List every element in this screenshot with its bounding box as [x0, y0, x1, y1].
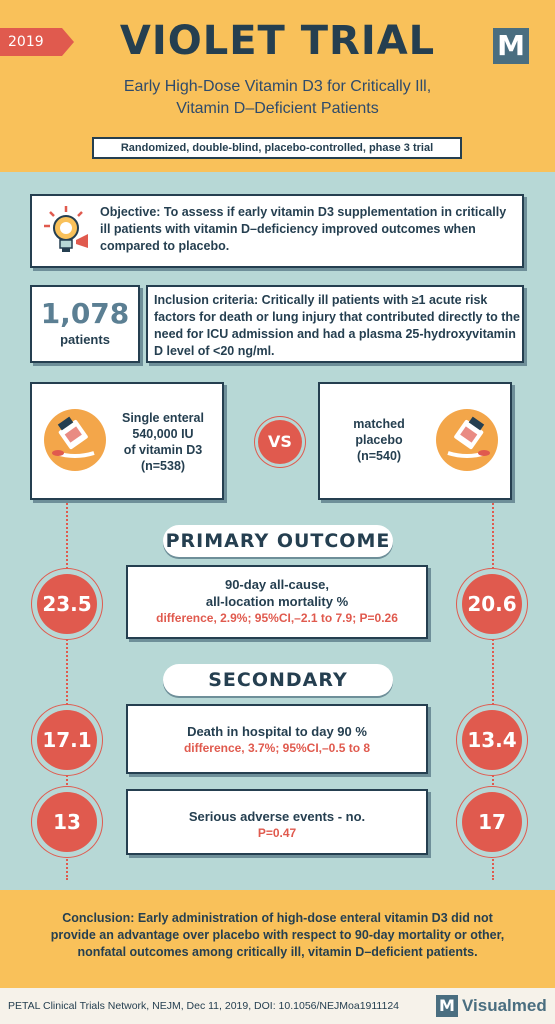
citation: PETAL Clinical Trials Network, NEJM, Dec…: [8, 1000, 400, 1012]
primary-stat: difference, 2.9%; 95%CI,–2.1 to 7.9; P=0…: [156, 611, 398, 625]
primary-right-value: 20.6: [462, 574, 522, 634]
secondary-outcome-box-1: Death in hospital to day 90 % difference…: [126, 704, 428, 774]
inclusion-box: Inclusion criteria: Critically ill patie…: [146, 285, 524, 363]
placebo-arm-text: matched placebo (n=540): [324, 416, 434, 464]
arm-left-line-4: (n=538): [140, 459, 186, 473]
left-connector-line: [66, 500, 68, 880]
footer: PETAL Clinical Trials Network, NEJM, Dec…: [0, 988, 555, 1024]
subtitle-line-1: Early High-Dose Vitamin D3 for Criticall…: [123, 78, 432, 95]
placebo-arm-box: matched placebo (n=540): [318, 382, 512, 500]
vitamin-d3-arm-text: Single enteral 540,000 IU of vitamin D3 …: [108, 410, 218, 474]
primary-outcome-box: 90-day all-cause, all-location mortality…: [126, 565, 428, 639]
secondary-1-title: Death in hospital to day 90 %: [187, 724, 367, 739]
trial-design-label: Randomized, double-blind, placebo-contro…: [92, 137, 462, 159]
vs-badge: VS: [258, 420, 302, 464]
visualmed-footer-logo-icon: M: [436, 995, 458, 1017]
secondary-2-stat: P=0.47: [257, 826, 297, 840]
medicine-bottle-spoon-icon: [436, 409, 498, 471]
lightbulb-icon: [44, 206, 88, 252]
subtitle: Early High-Dose Vitamin D3 for Criticall…: [0, 76, 555, 120]
objective-text: Objective: To assess if early vitamin D3…: [100, 205, 507, 253]
arm-left-line-1: Single enteral: [122, 411, 204, 425]
primary-outcome-header: PRIMARY OUTCOME: [163, 525, 393, 557]
secondary-outcome-box-2: Serious adverse events - no. P=0.47: [126, 789, 428, 855]
secondary-1-right-value: 13.4: [462, 710, 522, 770]
right-connector-line: [492, 500, 494, 880]
year-tab: 2019: [0, 28, 74, 56]
objective-box: Objective: To assess if early vitamin D3…: [30, 194, 524, 268]
secondary-outcome-header: SECONDARY OUTCOME: [163, 664, 393, 723]
arm-left-line-3: of vitamin D3: [123, 443, 203, 457]
arm-right-line-1: matched: [353, 417, 405, 431]
medicine-bottle-spoon-icon: [44, 409, 106, 471]
primary-title-line-1: 90-day all-cause,: [224, 577, 330, 592]
vitamin-d3-arm-box: Single enteral 540,000 IU of vitamin D3 …: [30, 382, 224, 500]
conclusion-text: Conclusion: Early administration of high…: [50, 911, 505, 959]
secondary-2-left-value: 13: [37, 792, 97, 852]
primary-title-line-2: all-location mortality %: [205, 594, 349, 609]
subtitle-line-2: Vitamin D–Deficient Patients: [176, 100, 379, 117]
patients-box: 1,078 patients: [30, 285, 140, 363]
secondary-1-stat: difference, 3.7%; 95%CI,–0.5 to 8: [183, 741, 371, 755]
visualmed-logo-icon: M: [493, 28, 529, 64]
patient-label: patients: [60, 332, 110, 347]
inclusion-text: Inclusion criteria: Critically ill patie…: [154, 293, 520, 358]
conclusion-panel: Conclusion: Early administration of high…: [0, 890, 555, 988]
header: 2019 VIOLET TRIAL M Early High-Dose Vita…: [0, 0, 555, 172]
primary-left-value: 23.5: [37, 574, 97, 634]
secondary-1-left-value: 17.1: [37, 710, 97, 770]
secondary-2-title: Serious adverse events - no.: [188, 809, 366, 824]
page-title: VIOLET TRIAL: [119, 18, 436, 64]
secondary-2-right-value: 17: [462, 792, 522, 852]
brand-name: Visualmed: [462, 996, 547, 1015]
arm-left-line-2: 540,000 IU: [132, 427, 194, 441]
patient-count: 1,078: [40, 297, 130, 330]
arm-right-line-3: (n=540): [356, 449, 402, 463]
arm-right-line-2: placebo: [355, 433, 403, 447]
